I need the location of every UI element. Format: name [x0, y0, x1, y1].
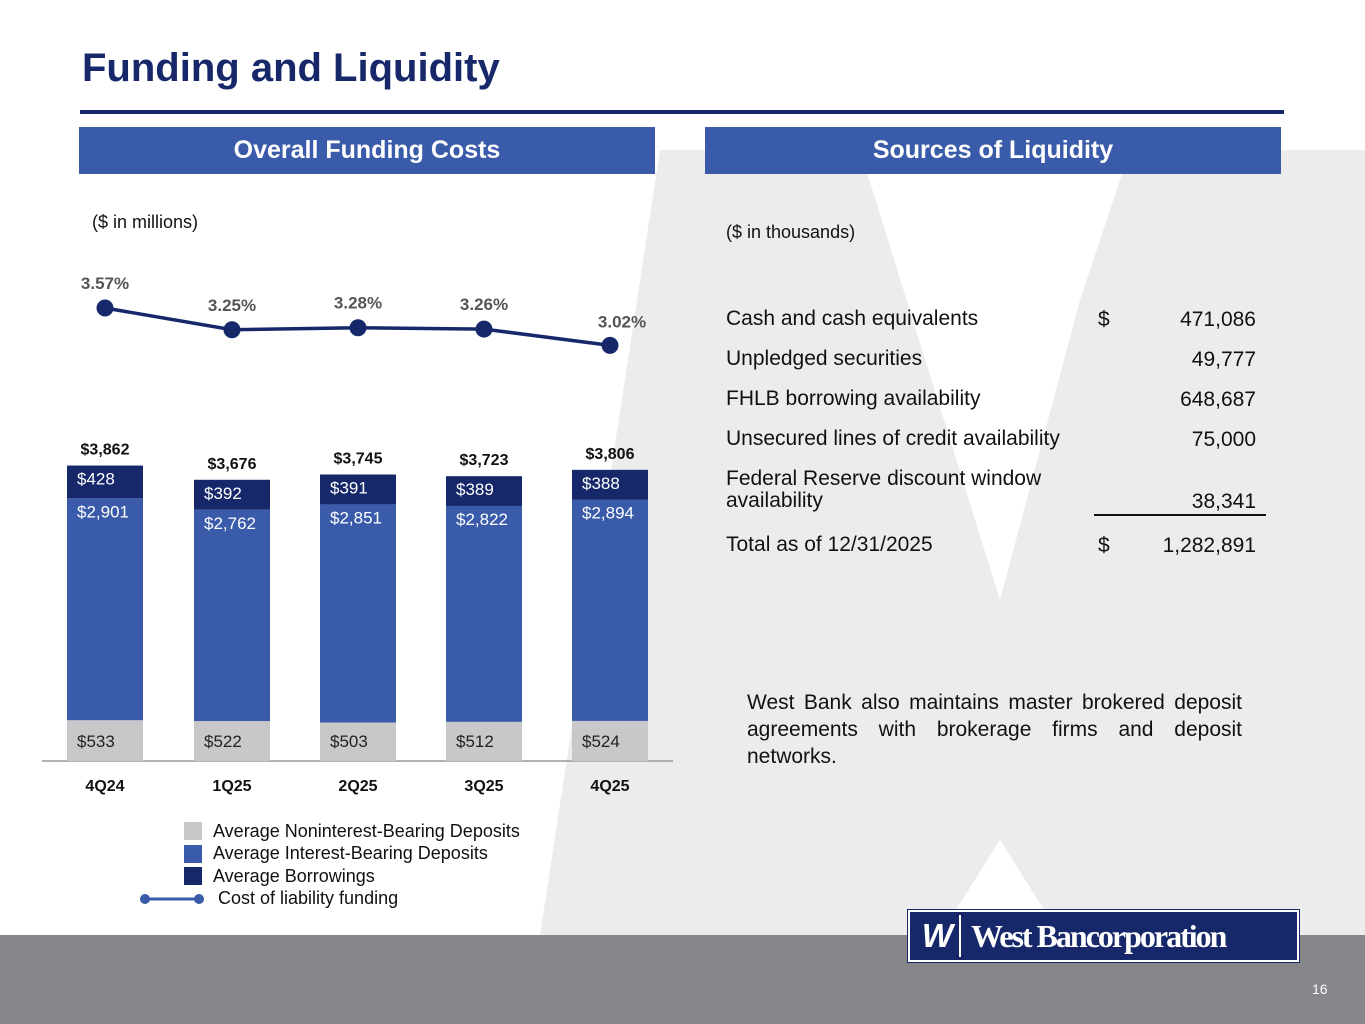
liquidity-row-value: 648,687	[1180, 388, 1256, 411]
x-tick-label: 1Q25	[212, 778, 251, 795]
bar-segment-noninterest	[446, 721, 522, 761]
liquidity-row-value: 49,777	[1191, 348, 1256, 371]
data-label-noninterest: $533	[77, 732, 115, 751]
bar-segment-noninterest	[67, 720, 143, 761]
data-label-noninterest: $524	[582, 732, 620, 751]
cost-line-point	[223, 321, 241, 339]
cost-line-label: 3.57%	[81, 274, 129, 293]
data-label-noninterest: $512	[456, 732, 494, 751]
cost-line-label: 3.25%	[208, 296, 256, 315]
title-divider	[80, 110, 1284, 114]
bar-segment-noninterest	[572, 720, 648, 761]
liquidity-row-label: Federal Reserve discount window availabi…	[726, 467, 1042, 512]
total-label: $3,862	[81, 442, 130, 459]
legend-swatch-interest	[184, 844, 202, 863]
legend-label-cost-line: Cost of liability funding	[218, 888, 399, 909]
funding-costs-heading: Overall Funding Costs	[79, 127, 655, 174]
west-bancorporation-logo: W West Bancorporation	[907, 909, 1300, 963]
data-label-noninterest: $522	[204, 732, 242, 751]
legend-swatch-noninterest	[184, 822, 202, 841]
liquidity-row-dollar: $	[1098, 308, 1110, 331]
legend-swatch-borrowings	[184, 867, 202, 886]
liquidity-total-label: Total as of 12/31/2025	[726, 533, 933, 556]
chart-legend: Average Noninterest-Bearing Deposits Ave…	[140, 820, 520, 910]
bar-segment-interest	[67, 498, 143, 721]
data-label-borrowings: $392	[204, 484, 242, 503]
cost-line-point	[601, 336, 619, 354]
data-label-borrowings: $389	[456, 480, 494, 499]
total-divider	[1094, 514, 1266, 516]
cost-line-label: 3.02%	[598, 312, 646, 331]
legend-item-interest: Average Interest-Bearing Deposits	[140, 843, 520, 866]
bar-segment-borrowings	[67, 465, 143, 499]
liquidity-row-value: 38,341	[1191, 490, 1256, 513]
legend-label-borrowings: Average Borrowings	[213, 865, 375, 886]
cost-line-point	[96, 299, 114, 317]
logo-mark: W	[913, 915, 961, 957]
cost-line-point	[475, 320, 493, 338]
thousands-unit-note: ($ in thousands)	[726, 222, 856, 242]
data-label-borrowings: $388	[582, 474, 620, 493]
bar-segment-borrowings	[194, 479, 270, 510]
bar-segment-borrowings	[446, 476, 522, 506]
data-label-interest: $2,822	[456, 510, 508, 529]
liquidity-row-label: Cash and cash equivalents	[726, 307, 979, 330]
page-title: Funding and Liquidity	[82, 46, 500, 90]
bar-segment-noninterest	[320, 722, 396, 761]
liquidity-row-value: 471,086	[1180, 308, 1256, 331]
x-tick-label: 4Q24	[85, 778, 124, 795]
data-label-borrowings: $391	[330, 479, 368, 498]
liquidity-heading: Sources of Liquidity	[705, 127, 1281, 174]
legend-item-cost-line: Cost of liability funding	[140, 888, 520, 911]
bar-segment-interest	[194, 509, 270, 722]
total-label: $3,806	[586, 446, 635, 463]
logo-text: West Bancorporation	[971, 917, 1227, 954]
cost-line-label: 3.28%	[334, 294, 382, 313]
legend-line-marker	[140, 890, 204, 908]
liquidity-total-value: 1,282,891	[1162, 534, 1256, 557]
data-label-noninterest: $503	[330, 732, 368, 751]
bar-segment-borrowings	[320, 474, 396, 505]
liquidity-row-label: Unpledged securities	[726, 347, 923, 370]
legend-label-interest: Average Interest-Bearing Deposits	[213, 843, 488, 864]
data-label-interest: $2,851	[330, 508, 382, 527]
legend-label-noninterest: Average Noninterest-Bearing Deposits	[213, 820, 520, 841]
liquidity-row-label: Unsecured lines of credit availability	[726, 427, 1060, 450]
total-label: $3,745	[334, 451, 383, 468]
bar-segment-borrowings	[572, 469, 648, 500]
total-label: $3,676	[208, 456, 257, 473]
liquidity-total-dollar: $	[1098, 534, 1110, 557]
cost-line-point	[349, 319, 367, 337]
liquidity-row-value: 75,000	[1191, 428, 1256, 451]
page-number: 16	[1312, 981, 1328, 997]
data-label-borrowings: $428	[77, 470, 115, 489]
x-tick-label: 3Q25	[464, 778, 503, 795]
data-label-interest: $2,894	[582, 504, 634, 523]
bar-segment-interest	[320, 504, 396, 723]
bar-segment-interest	[572, 499, 648, 721]
bar-segment-interest	[446, 505, 522, 722]
data-label-interest: $2,901	[77, 502, 129, 521]
cost-line-label: 3.26%	[460, 295, 508, 314]
liquidity-row-label: FHLB borrowing availability	[726, 387, 981, 410]
millions-unit-note: ($ in millions)	[92, 212, 199, 232]
x-tick-label: 2Q25	[338, 778, 377, 795]
bar-segment-noninterest	[194, 721, 270, 761]
total-label: $3,723	[460, 452, 509, 469]
legend-item-noninterest: Average Noninterest-Bearing Deposits	[140, 820, 520, 843]
data-label-interest: $2,762	[204, 514, 256, 533]
x-tick-label: 4Q25	[590, 778, 629, 795]
legend-item-borrowings: Average Borrowings	[140, 865, 520, 888]
brokered-deposit-note: West Bank also maintains master brokered…	[747, 691, 1242, 768]
